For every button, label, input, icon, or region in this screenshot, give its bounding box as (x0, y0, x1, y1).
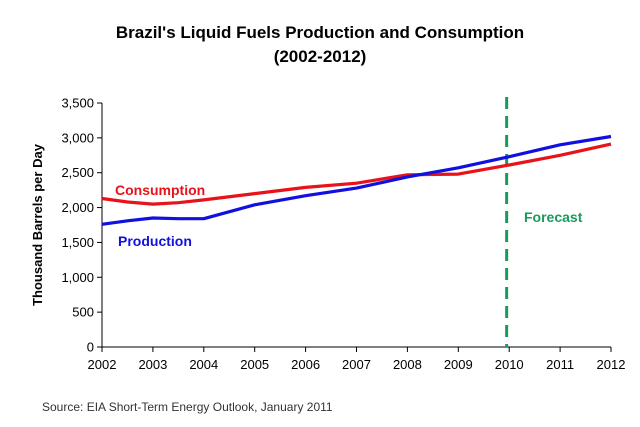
y-tick-label: 2,000 (61, 200, 94, 215)
y-tick-label: 3,500 (61, 96, 94, 111)
x-tick-label: 2004 (189, 357, 218, 372)
consumption-label: Consumption (115, 182, 205, 198)
y-tick-label: 1,000 (61, 270, 94, 285)
chart-title: Brazil's Liquid Fuels Production and Con… (116, 23, 524, 42)
chart-subtitle: (2002-2012) (274, 47, 367, 66)
x-tick-label: 2012 (597, 357, 626, 372)
x-tick-label: 2006 (291, 357, 320, 372)
x-tick-label: 2010 (495, 357, 524, 372)
x-tick-label: 2003 (138, 357, 167, 372)
y-axis-label: Thousand Barrels per Day (30, 143, 45, 306)
production-label: Production (118, 233, 192, 249)
x-tick-label: 2002 (88, 357, 117, 372)
x-axis: 2002 2003 2004 2005 2006 2007 2008 2009 2010 2011… (88, 346, 626, 372)
y-axis: 0 500 1,000 1,500 2,000 2,500 3,000 3,500 (61, 96, 103, 355)
consumption-series-line (101, 142, 612, 206)
y-tick-label: 500 (72, 305, 94, 320)
x-tick-label: 2005 (240, 357, 269, 372)
y-tick-label: 3,000 (61, 130, 94, 145)
x-tick-label: 2008 (393, 357, 422, 372)
forecast-label: Forecast (524, 209, 583, 225)
series-lines (101, 134, 612, 226)
x-tick-label: 2007 (342, 357, 371, 372)
production-series-line (101, 134, 612, 226)
y-tick-label: 0 (87, 340, 94, 355)
x-tick-label: 2011 (546, 357, 574, 372)
y-tick-label: 1,500 (61, 235, 94, 250)
source-note: Source: EIA Short-Term Energy Outlook, J… (42, 400, 333, 414)
y-tick-label: 2,500 (61, 165, 94, 180)
x-tick-label: 2009 (444, 357, 473, 372)
